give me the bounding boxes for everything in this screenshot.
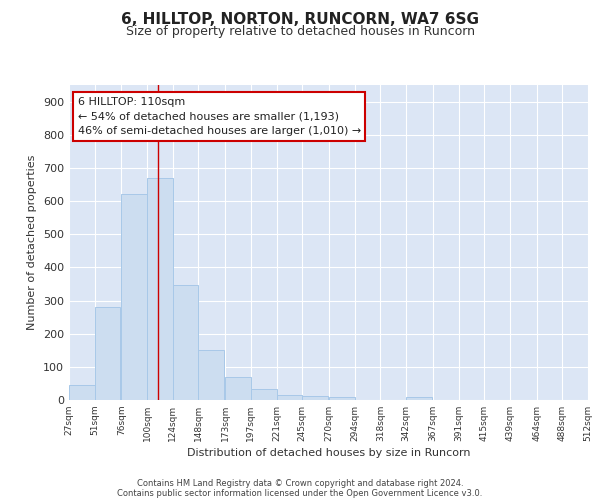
Bar [302,396,328,400]
Bar [199,350,224,400]
Bar [225,378,251,400]
Bar [121,194,147,400]
Text: Contains public sector information licensed under the Open Government Licence v3: Contains public sector information licen… [118,488,482,498]
Text: 6 HILLTOP: 110sqm
← 54% of detached houses are smaller (1,193)
46% of semi-detac: 6 HILLTOP: 110sqm ← 54% of detached hous… [77,96,361,136]
Bar [69,385,95,400]
Bar [147,178,173,400]
Bar [95,307,121,400]
Bar [329,396,355,400]
Bar [406,396,432,400]
X-axis label: Distribution of detached houses by size in Runcorn: Distribution of detached houses by size … [187,448,470,458]
Text: Size of property relative to detached houses in Runcorn: Size of property relative to detached ho… [125,25,475,38]
Text: Contains HM Land Registry data © Crown copyright and database right 2024.: Contains HM Land Registry data © Crown c… [137,478,463,488]
Bar [277,395,302,400]
Text: 6, HILLTOP, NORTON, RUNCORN, WA7 6SG: 6, HILLTOP, NORTON, RUNCORN, WA7 6SG [121,12,479,28]
Bar [173,284,199,400]
Y-axis label: Number of detached properties: Number of detached properties [28,155,37,330]
Bar [251,389,277,400]
